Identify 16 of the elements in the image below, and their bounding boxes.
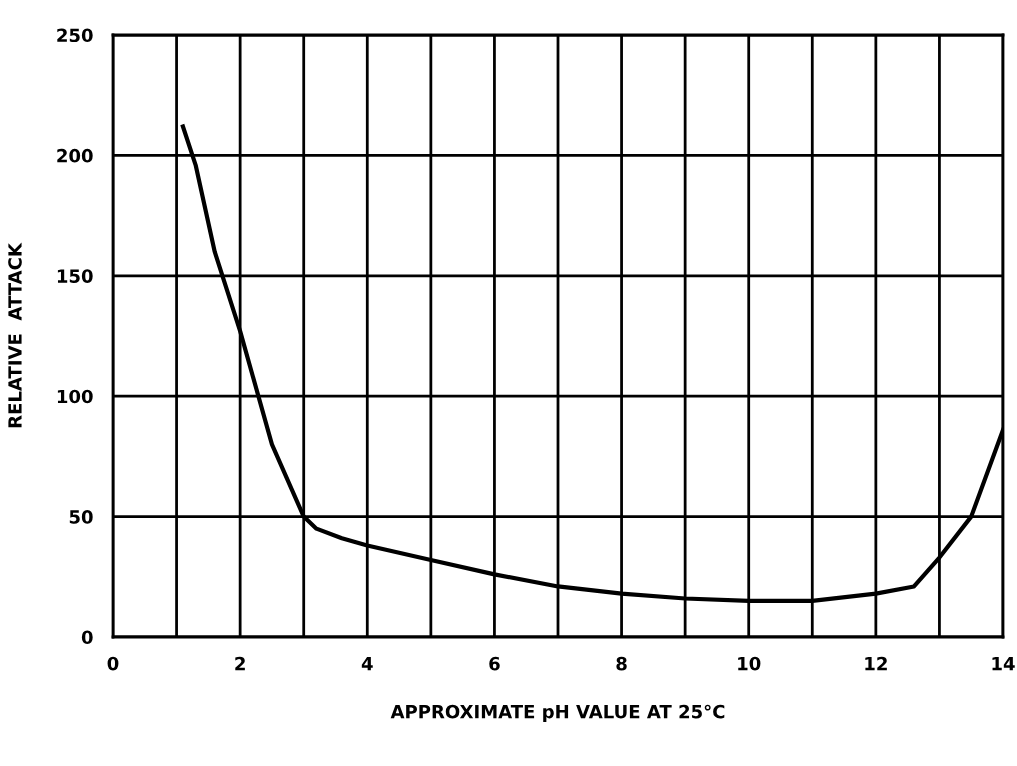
x-tick-label: 4: [361, 657, 373, 671]
y-tick-label: 50: [69, 510, 93, 524]
y-tick-label: 0: [81, 630, 93, 645]
y-tick-label: 150: [57, 269, 93, 283]
x-tick-label: 10: [738, 656, 761, 671]
x-tick-label: 6: [489, 656, 500, 671]
x-tick-label: 12: [865, 656, 887, 671]
y-tick-label: 100: [57, 389, 93, 404]
x-tick-label: 0: [107, 656, 119, 671]
y-tick-label: 250: [57, 28, 93, 43]
x-tick-label: 8: [616, 656, 627, 671]
x-axis-title: APPROXIMATE pH VALUE AT 25°C: [390, 704, 725, 722]
x-tick-label: 2: [235, 656, 245, 671]
y-axis-title: RELATIVE ATTACK: [8, 242, 22, 428]
x-tick-label: 14: [992, 657, 1015, 671]
y-tick-label: 200: [57, 148, 93, 163]
